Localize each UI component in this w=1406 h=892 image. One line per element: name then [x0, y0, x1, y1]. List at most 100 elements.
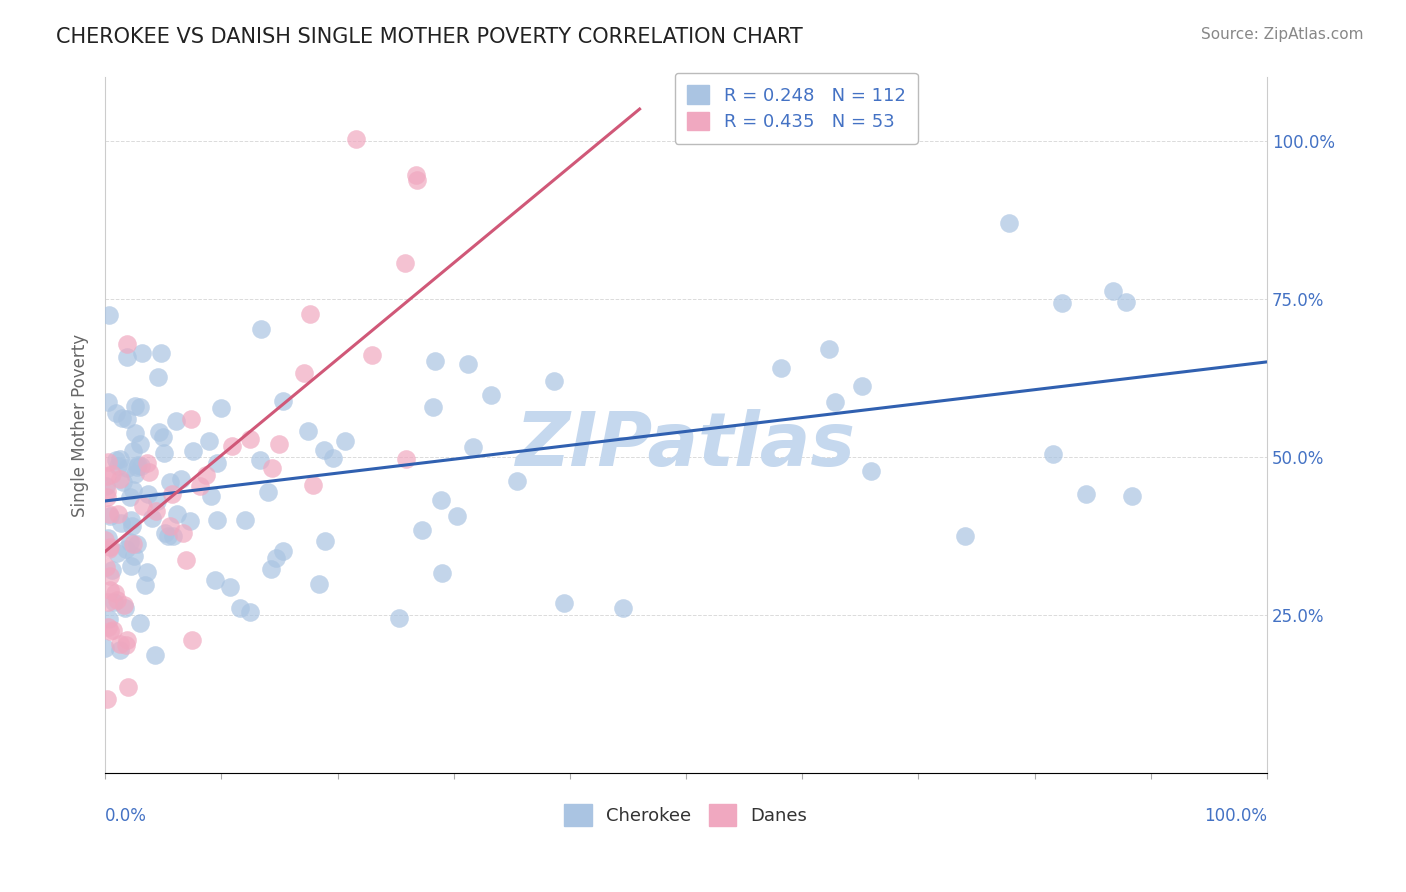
Point	[953, 529, 976, 543]
Point	[148, 425, 170, 440]
Point	[103, 623, 125, 637]
Point	[166, 507, 188, 521]
Point	[103, 595, 125, 609]
Point	[134, 578, 156, 592]
Point	[405, 168, 427, 182]
Point	[506, 475, 529, 489]
Point	[250, 322, 273, 336]
Point	[1050, 296, 1073, 310]
Point	[97, 595, 120, 609]
Point	[298, 307, 321, 321]
Point	[145, 504, 167, 518]
Point	[120, 558, 142, 573]
Point	[129, 458, 152, 473]
Point	[218, 581, 240, 595]
Point	[411, 523, 433, 537]
Point	[128, 400, 150, 414]
Point	[322, 450, 344, 465]
Point	[553, 596, 575, 610]
Point	[104, 452, 127, 467]
Point	[172, 525, 194, 540]
Point	[105, 546, 128, 560]
Point	[181, 444, 204, 458]
Point	[115, 337, 138, 351]
Point	[122, 483, 145, 498]
Point	[115, 460, 138, 475]
Point	[257, 485, 280, 500]
Point	[180, 632, 202, 647]
Point	[98, 582, 121, 597]
Point	[96, 469, 118, 483]
Point	[97, 455, 120, 469]
Point	[851, 378, 873, 392]
Point	[141, 511, 163, 525]
Point	[124, 399, 146, 413]
Point	[98, 507, 121, 521]
Point	[101, 563, 124, 577]
Point	[146, 370, 169, 384]
Point	[159, 475, 181, 490]
Point	[260, 562, 283, 576]
Point	[114, 601, 136, 615]
Point	[297, 424, 319, 438]
Point	[260, 460, 283, 475]
Point	[229, 600, 252, 615]
Point	[818, 343, 841, 357]
Point	[145, 494, 167, 508]
Point	[132, 499, 155, 513]
Y-axis label: Single Mother Poverty: Single Mother Poverty	[72, 334, 89, 516]
Point	[301, 478, 323, 492]
Point	[267, 436, 290, 450]
Point	[205, 456, 228, 470]
Point	[100, 624, 122, 638]
Point	[108, 637, 131, 651]
Point	[446, 509, 468, 524]
Text: ZIPatlas: ZIPatlas	[516, 409, 856, 483]
Point	[221, 439, 243, 453]
Point	[153, 525, 176, 540]
Point	[314, 534, 336, 549]
Text: CHEROKEE VS DANISH SINGLE MOTHER POVERTY CORRELATION CHART: CHEROKEE VS DANISH SINGLE MOTHER POVERTY…	[56, 27, 803, 46]
Point	[138, 466, 160, 480]
Point	[308, 577, 330, 591]
Point	[98, 568, 121, 582]
Point	[335, 434, 357, 448]
Point	[101, 467, 124, 482]
Point	[112, 599, 135, 613]
Point	[180, 412, 202, 426]
Point	[96, 479, 118, 493]
Point	[136, 456, 159, 470]
Text: Source: ZipAtlas.com: Source: ZipAtlas.com	[1201, 27, 1364, 42]
Point	[612, 600, 634, 615]
Point	[457, 357, 479, 371]
Point	[124, 426, 146, 441]
Point	[97, 531, 120, 545]
Point	[239, 605, 262, 619]
Point	[395, 451, 418, 466]
Point	[1121, 490, 1143, 504]
Point	[122, 444, 145, 458]
Point	[97, 394, 120, 409]
Point	[152, 430, 174, 444]
Text: 0.0%: 0.0%	[105, 807, 148, 825]
Point	[96, 490, 118, 504]
Point	[266, 550, 288, 565]
Point	[1042, 447, 1064, 461]
Point	[115, 632, 138, 647]
Point	[118, 534, 141, 549]
Point	[271, 543, 294, 558]
Point	[97, 612, 120, 626]
Point	[461, 441, 484, 455]
Point	[128, 615, 150, 630]
Point	[543, 374, 565, 388]
Legend: Cherokee, Danes: Cherokee, Danes	[557, 797, 815, 833]
Point	[120, 513, 142, 527]
Point	[98, 540, 121, 554]
Point	[110, 516, 132, 530]
Point	[97, 308, 120, 322]
Point	[405, 173, 427, 187]
Point	[239, 432, 262, 446]
Point	[96, 691, 118, 706]
Point	[96, 560, 118, 574]
Point	[120, 490, 142, 504]
